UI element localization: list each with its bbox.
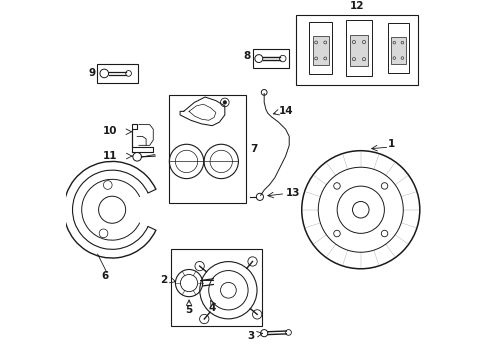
Bar — [308, 22, 332, 74]
Text: 13: 13 — [285, 188, 300, 198]
Bar — [296, 15, 417, 85]
Bar — [253, 49, 288, 68]
Text: 7: 7 — [249, 144, 257, 154]
Bar — [387, 23, 408, 73]
Text: 3: 3 — [246, 331, 254, 341]
Bar — [312, 36, 328, 65]
Text: 10: 10 — [103, 126, 117, 136]
Bar — [97, 64, 138, 83]
Bar — [169, 95, 246, 203]
Bar — [390, 37, 405, 64]
Text: 4: 4 — [208, 303, 216, 313]
Text: 14: 14 — [278, 106, 292, 116]
Bar — [349, 35, 367, 66]
Text: 2: 2 — [160, 275, 167, 284]
Text: 12: 12 — [349, 1, 364, 11]
Bar — [346, 20, 371, 76]
Bar — [171, 249, 262, 326]
Text: 5: 5 — [185, 305, 192, 315]
Text: 9: 9 — [88, 68, 95, 78]
Text: 8: 8 — [243, 51, 250, 62]
Circle shape — [223, 100, 226, 104]
Text: 11: 11 — [103, 151, 117, 161]
Text: 6: 6 — [101, 271, 108, 281]
Text: 1: 1 — [387, 139, 394, 149]
